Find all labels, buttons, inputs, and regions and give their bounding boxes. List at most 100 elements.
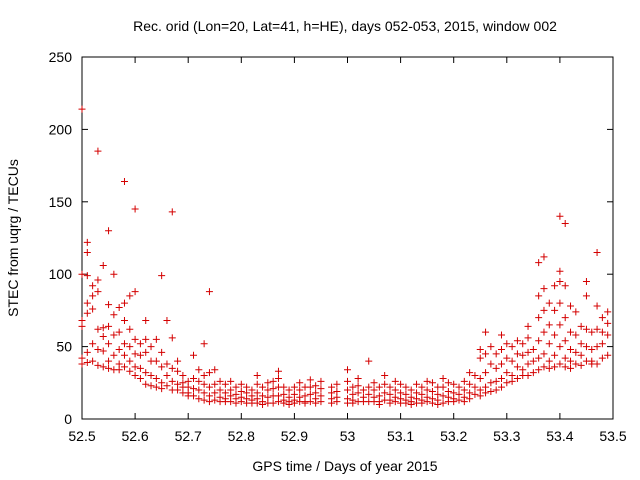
data-point bbox=[402, 383, 410, 391]
data-point bbox=[545, 321, 553, 329]
x-tick-label: 53.2 bbox=[440, 428, 467, 444]
data-point bbox=[593, 325, 601, 333]
data-point bbox=[540, 306, 548, 314]
x-tick-label: 52.5 bbox=[68, 428, 95, 444]
data-point bbox=[497, 383, 505, 391]
data-point bbox=[105, 364, 113, 372]
data-point bbox=[94, 345, 102, 353]
data-point bbox=[99, 347, 107, 355]
data-point bbox=[105, 340, 113, 348]
data-point bbox=[365, 357, 373, 365]
data-point bbox=[115, 328, 123, 336]
data-point bbox=[142, 335, 150, 343]
data-point bbox=[89, 340, 97, 348]
data-point bbox=[556, 267, 564, 275]
axis-ticks bbox=[81, 56, 614, 420]
data-point bbox=[312, 399, 320, 407]
y-tick-label: 200 bbox=[49, 121, 73, 137]
data-point bbox=[200, 372, 208, 380]
data-point bbox=[391, 386, 399, 394]
data-point bbox=[211, 366, 219, 374]
data-point bbox=[455, 396, 463, 404]
data-point bbox=[317, 385, 325, 393]
data-point bbox=[604, 351, 612, 359]
data-point bbox=[402, 399, 410, 407]
data-point bbox=[551, 331, 559, 339]
data-point bbox=[423, 398, 431, 406]
data-point bbox=[152, 357, 160, 365]
data-point bbox=[391, 377, 399, 385]
data-point bbox=[354, 389, 362, 397]
data-point bbox=[476, 345, 484, 353]
data-point bbox=[497, 374, 505, 382]
data-point bbox=[428, 399, 436, 407]
data-point bbox=[105, 227, 113, 235]
data-point bbox=[418, 399, 426, 407]
data-point bbox=[174, 367, 182, 375]
data-point bbox=[551, 363, 559, 371]
data-point bbox=[567, 302, 575, 310]
data-point bbox=[529, 345, 537, 353]
data-point bbox=[577, 351, 585, 359]
data-point bbox=[540, 253, 548, 261]
data-point bbox=[439, 399, 447, 407]
data-point bbox=[598, 354, 606, 362]
data-point bbox=[211, 396, 219, 404]
data-point bbox=[381, 389, 389, 397]
data-point bbox=[556, 360, 564, 368]
data-point bbox=[582, 277, 590, 285]
data-point bbox=[370, 379, 378, 387]
data-point bbox=[535, 314, 543, 322]
data-point bbox=[99, 324, 107, 332]
data-point bbox=[205, 288, 213, 296]
data-point bbox=[211, 389, 219, 397]
data-point bbox=[561, 354, 569, 362]
data-point bbox=[567, 328, 575, 336]
x-tick-labels: 52.5 52.6 52.7 52.8 52.9 53 53.1 53.2 53.3 53.4 53… bbox=[68, 428, 626, 444]
x-tick-label: 52.9 bbox=[281, 428, 308, 444]
data-point bbox=[200, 389, 208, 397]
data-point bbox=[227, 377, 235, 385]
data-point bbox=[344, 377, 351, 385]
x-tick-label: 53 bbox=[340, 428, 356, 444]
data-point bbox=[253, 380, 261, 388]
data-point bbox=[296, 379, 304, 387]
data-point bbox=[200, 396, 208, 404]
data-point bbox=[545, 340, 553, 348]
data-point bbox=[190, 374, 198, 382]
data-point bbox=[535, 259, 543, 267]
data-point bbox=[195, 366, 203, 374]
data-point bbox=[147, 343, 155, 351]
data-point bbox=[200, 340, 208, 348]
data-point bbox=[519, 351, 527, 359]
y-tick-label: 150 bbox=[49, 194, 73, 210]
data-point bbox=[285, 401, 293, 409]
data-point bbox=[211, 380, 219, 388]
data-point bbox=[78, 270, 86, 278]
data-point bbox=[513, 374, 521, 382]
data-point bbox=[280, 383, 288, 391]
data-point bbox=[253, 399, 261, 407]
data-point bbox=[136, 364, 144, 372]
data-point bbox=[83, 248, 91, 256]
data-point bbox=[99, 363, 107, 371]
data-point bbox=[556, 343, 564, 351]
data-point bbox=[205, 398, 213, 406]
data-point bbox=[274, 374, 282, 382]
data-point bbox=[428, 379, 436, 387]
data-point bbox=[232, 383, 240, 391]
data-point bbox=[94, 147, 102, 155]
data-point bbox=[168, 377, 176, 385]
data-point bbox=[221, 380, 229, 388]
data-point bbox=[450, 398, 458, 406]
data-point bbox=[551, 306, 559, 314]
data-point bbox=[163, 317, 171, 325]
data-point bbox=[333, 398, 341, 406]
data-point bbox=[306, 383, 314, 391]
data-point bbox=[497, 331, 505, 339]
data-point bbox=[142, 348, 150, 356]
data-point bbox=[269, 399, 277, 407]
data-point bbox=[551, 282, 559, 290]
data-point bbox=[572, 331, 580, 339]
